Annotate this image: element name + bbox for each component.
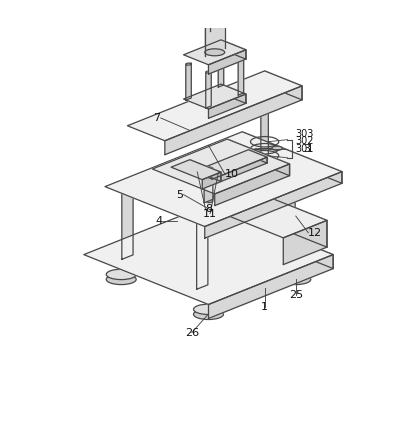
Ellipse shape: [281, 269, 311, 280]
Polygon shape: [293, 258, 298, 270]
Ellipse shape: [193, 239, 224, 250]
Ellipse shape: [206, 106, 211, 108]
Ellipse shape: [238, 93, 244, 95]
Polygon shape: [183, 40, 246, 65]
Polygon shape: [265, 71, 302, 100]
Polygon shape: [215, 164, 289, 206]
Polygon shape: [105, 132, 342, 226]
Ellipse shape: [197, 215, 208, 219]
Polygon shape: [259, 193, 327, 247]
Polygon shape: [206, 71, 211, 108]
Ellipse shape: [122, 255, 133, 259]
Ellipse shape: [197, 285, 208, 289]
Text: 26: 26: [185, 328, 199, 337]
Polygon shape: [204, 167, 213, 203]
Polygon shape: [165, 86, 302, 155]
Polygon shape: [227, 139, 289, 176]
Ellipse shape: [218, 50, 224, 52]
Ellipse shape: [272, 146, 282, 151]
Ellipse shape: [209, 10, 221, 15]
Ellipse shape: [238, 58, 244, 60]
Text: 7: 7: [153, 113, 161, 123]
Polygon shape: [238, 58, 244, 95]
Polygon shape: [249, 150, 267, 163]
Polygon shape: [218, 50, 224, 87]
Text: 1: 1: [261, 301, 268, 312]
Polygon shape: [205, 0, 225, 56]
Ellipse shape: [205, 0, 225, 6]
Polygon shape: [84, 205, 333, 305]
Polygon shape: [208, 254, 333, 318]
Polygon shape: [209, 150, 220, 225]
Polygon shape: [242, 132, 342, 183]
Polygon shape: [208, 205, 333, 269]
Polygon shape: [171, 160, 221, 180]
Polygon shape: [128, 71, 302, 141]
Polygon shape: [186, 63, 191, 100]
Text: 302: 302: [295, 136, 314, 147]
Ellipse shape: [281, 274, 311, 285]
Ellipse shape: [122, 185, 133, 189]
Text: 4: 4: [156, 216, 163, 226]
Ellipse shape: [261, 84, 269, 87]
Polygon shape: [183, 84, 246, 109]
Ellipse shape: [205, 49, 225, 56]
Ellipse shape: [218, 85, 224, 87]
Polygon shape: [283, 220, 327, 265]
Polygon shape: [119, 258, 124, 270]
Ellipse shape: [284, 250, 295, 254]
Text: 3: 3: [303, 144, 310, 154]
Text: 8: 8: [206, 204, 213, 214]
Ellipse shape: [186, 63, 191, 65]
Ellipse shape: [193, 304, 224, 314]
Polygon shape: [210, 10, 220, 31]
Text: 11: 11: [203, 209, 217, 218]
Polygon shape: [261, 84, 269, 169]
Polygon shape: [206, 223, 211, 235]
Polygon shape: [197, 215, 208, 289]
Polygon shape: [122, 185, 133, 259]
Text: 25: 25: [289, 290, 303, 300]
Ellipse shape: [193, 309, 224, 320]
Polygon shape: [221, 84, 246, 103]
Ellipse shape: [193, 234, 224, 245]
Polygon shape: [221, 40, 246, 59]
Polygon shape: [202, 172, 221, 189]
Polygon shape: [193, 150, 267, 179]
Polygon shape: [205, 172, 342, 238]
Polygon shape: [212, 157, 267, 185]
Text: 12: 12: [308, 228, 322, 238]
Polygon shape: [208, 50, 246, 74]
Ellipse shape: [204, 167, 213, 170]
Ellipse shape: [209, 151, 220, 155]
Ellipse shape: [206, 71, 211, 73]
Ellipse shape: [106, 269, 136, 280]
Polygon shape: [206, 293, 211, 305]
Polygon shape: [152, 139, 289, 194]
Ellipse shape: [204, 199, 213, 202]
Polygon shape: [208, 94, 246, 118]
Text: 5: 5: [176, 190, 183, 200]
Polygon shape: [284, 180, 295, 254]
Text: 301: 301: [295, 144, 313, 154]
Ellipse shape: [261, 166, 269, 169]
Ellipse shape: [106, 274, 136, 285]
Text: 10: 10: [225, 170, 239, 179]
Ellipse shape: [284, 180, 295, 184]
Polygon shape: [215, 193, 327, 238]
Ellipse shape: [186, 98, 191, 100]
Polygon shape: [190, 160, 221, 182]
Ellipse shape: [209, 220, 220, 224]
Text: 303: 303: [295, 129, 313, 139]
